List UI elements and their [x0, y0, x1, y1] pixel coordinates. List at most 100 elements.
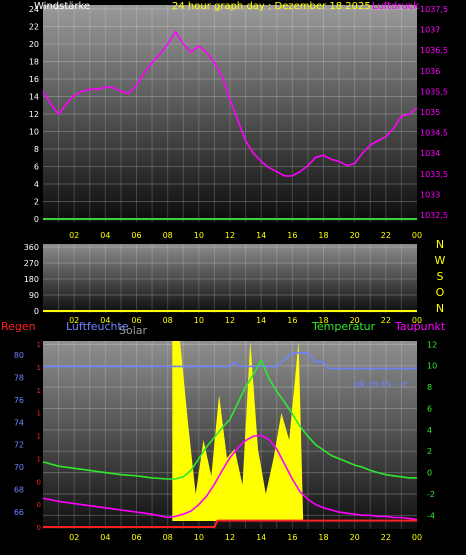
pressure-series: [42, 30, 418, 220]
temperature-series: [42, 341, 418, 528]
temperature-xtick-18: 18: [318, 533, 328, 542]
pressure-line: [42, 30, 418, 177]
pressure-tick: 1036,5: [420, 46, 448, 55]
dewpoint-line: [42, 434, 418, 521]
rain-tick: 0: [37, 478, 41, 486]
pressure-xtick-10: 10: [194, 231, 204, 240]
rain-tick: 0: [37, 501, 41, 509]
pressure-xtick-14: 14: [256, 231, 266, 240]
temperature-xtick-08: 08: [163, 533, 173, 542]
temperature-xtick-10: 10: [194, 533, 204, 542]
temperature-xtick-02: 02: [69, 533, 79, 542]
humidity-tick: 68: [14, 485, 24, 494]
left-axis-label: Windstärke: [34, 1, 90, 12]
pressure-xtick-22: 22: [381, 231, 391, 240]
temperature-xtick-04: 04: [100, 533, 110, 542]
temperature-tick: 4: [427, 426, 432, 435]
rain-line: [43, 519, 417, 528]
humidity-label: Luftfeuchte: [66, 320, 129, 333]
wind-direction-xtick-10: 10: [194, 316, 204, 325]
pressure-xtick-12: 12: [225, 231, 235, 240]
wind-direction-xtick-14: 14: [256, 316, 266, 325]
temperature-tick: 8: [427, 383, 432, 392]
wind-direction-xtick-22: 22: [381, 316, 391, 325]
wind-direction-tick: 0: [34, 307, 39, 316]
temperature-label: Temperatur: [311, 320, 376, 333]
wind-direction-xtick-00: 00: [412, 316, 422, 325]
humidity-tick: 70: [14, 463, 24, 472]
wind-speed-tick: 14: [29, 93, 39, 102]
rain-tick: 1: [37, 410, 41, 418]
pressure-tick: 1033: [420, 190, 440, 199]
wind-direction-xtick-04: 04: [100, 316, 110, 325]
temperature-line: [42, 359, 417, 480]
pressure-tick: 1035: [420, 108, 440, 117]
pressure-tick: 1034,5: [420, 129, 448, 138]
rain-tick: 1: [37, 433, 41, 441]
wind-speed-tick: 8: [34, 145, 39, 154]
temperature-xtick-14: 14: [256, 533, 266, 542]
wind-direction-xtick-12: 12: [225, 316, 235, 325]
humidity-annotation: -ok,m-ts- -e: [350, 379, 408, 390]
right-axis-label: Luftdruck: [372, 1, 419, 12]
temperature-xtick-06: 06: [131, 533, 141, 542]
temperature-xtick-16: 16: [287, 533, 297, 542]
pressure-tick: 1037,5: [420, 5, 448, 14]
pressure-xtick-06: 06: [131, 231, 141, 240]
wind-speed-tick: 0: [34, 215, 39, 224]
rain-tick: 1: [37, 364, 41, 372]
solar-label: Solar: [119, 324, 148, 337]
temperature-xtick-22: 22: [381, 533, 391, 542]
wind-speed-tick: 6: [34, 163, 39, 172]
temperature-xtick-20: 20: [350, 533, 360, 542]
pressure-xtick-04: 04: [100, 231, 110, 240]
wind-speed-tick: 4: [34, 180, 39, 189]
temperature-tick: -4: [427, 511, 435, 520]
compass-label: W: [435, 254, 446, 267]
wind-direction-ticks: 0 90 180 270 360: [24, 243, 39, 316]
pressure-tick: 1037: [420, 26, 440, 35]
wind-direction-tick: 270: [24, 259, 39, 268]
pressure-tick: 1035,5: [420, 87, 448, 96]
pressure-x-ticks: 02 04 06 08 10 12 14 16 18 20 22 00: [69, 231, 422, 240]
wind-direction-xtick-08: 08: [163, 316, 173, 325]
humidity-tick: 72: [14, 441, 24, 450]
wind-direction-tick: 90: [29, 291, 39, 300]
temperature-xtick-00: 00: [412, 533, 422, 542]
pressure-grid: [43, 5, 417, 222]
wind-speed-tick: 22: [29, 23, 39, 32]
temperature-xtick-12: 12: [225, 533, 235, 542]
wind-direction-tick: 180: [24, 275, 39, 284]
wind-speed-tick: 24: [29, 5, 39, 14]
pressure-xtick-08: 08: [163, 231, 173, 240]
temperature-x-ticks: 02 04 06 08 10 12 14 16 18 20 22 00: [69, 533, 422, 542]
pressure-plot-area: [43, 5, 417, 222]
temperature-tick: 0: [427, 469, 432, 478]
wind-speed-tick: 10: [29, 128, 39, 137]
wind-direction-xtick-02: 02: [69, 316, 79, 325]
temperature-tick: 10: [427, 362, 437, 371]
compass-label: O: [436, 286, 445, 299]
wind-speed-tick: 18: [29, 58, 39, 67]
pressure-right-ticks: 1032,5 1033 1033,5 1034 1034,5 1035 1035,5 1036…: [420, 5, 448, 220]
humidity-line: [43, 352, 417, 370]
pressure-xtick-20: 20: [350, 231, 360, 240]
wind-direction-x-ticks: 02 04 06 08 10 12 14 16 18 20 22 00: [69, 316, 422, 325]
compass-label: N: [436, 302, 444, 315]
temperature-tick: 6: [427, 404, 432, 413]
wind-direction-xtick-06: 06: [131, 316, 141, 325]
humidity-tick: 78: [14, 374, 24, 383]
pressure-tick: 1036: [420, 67, 440, 76]
wind-direction-xtick-16: 16: [287, 316, 297, 325]
temperature-tick: -2: [427, 490, 435, 499]
humidity-tick: 80: [14, 351, 24, 360]
wind-direction-xtick-18: 18: [318, 316, 328, 325]
wind-direction-plot-area: [43, 244, 417, 313]
rain-ticks: 0 0 0 1 1 1 1 1 1: [37, 341, 41, 532]
rain-tick: 0: [37, 524, 41, 532]
temperature-tick: 2: [427, 447, 432, 456]
wind-speed-tick: 16: [29, 75, 39, 84]
